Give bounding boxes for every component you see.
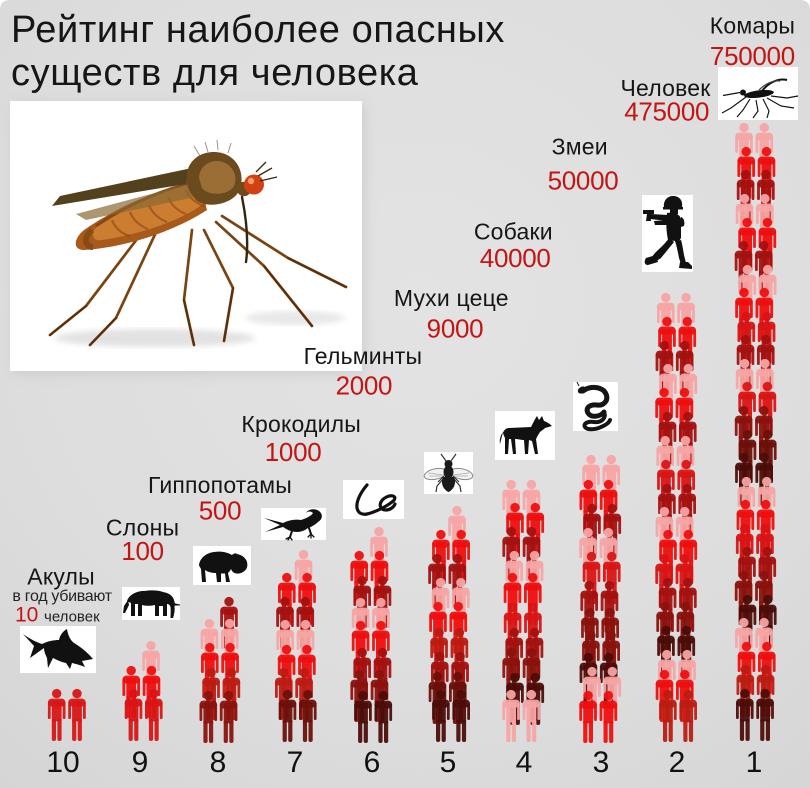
svg-text:10: 10 [46, 746, 79, 779]
svg-text:Крокодилы: Крокодилы [241, 411, 361, 437]
svg-text:100: 100 [121, 536, 163, 566]
svg-text:9000: 9000 [427, 313, 484, 343]
svg-text:Собаки: Собаки [474, 218, 553, 244]
svg-text:500: 500 [199, 496, 241, 526]
svg-text:5: 5 [440, 746, 457, 779]
svg-text:Гиппопотамы: Гиппопотамы [148, 472, 292, 498]
svg-text:4: 4 [516, 746, 533, 779]
svg-text:10: 10 [15, 604, 38, 627]
svg-text:1: 1 [746, 746, 763, 779]
svg-text:7: 7 [287, 746, 304, 779]
svg-text:8: 8 [210, 746, 227, 779]
svg-text:Акулы: Акулы [27, 564, 95, 590]
svg-text:2000: 2000 [336, 371, 393, 401]
svg-text:существ для человека: существ для человека [11, 52, 419, 94]
svg-text:Змеи: Змеи [552, 133, 608, 159]
svg-text:750000: 750000 [710, 41, 795, 71]
svg-text:50000: 50000 [548, 165, 619, 195]
svg-text:3: 3 [593, 746, 610, 779]
svg-text:человек: человек [44, 609, 100, 626]
svg-text:6: 6 [364, 746, 381, 779]
svg-text:Комары: Комары [710, 13, 795, 39]
svg-text:40000: 40000 [480, 243, 551, 273]
svg-text:2: 2 [669, 746, 686, 779]
svg-text:475000: 475000 [624, 97, 709, 127]
svg-text:Человек: Человек [620, 75, 711, 101]
svg-text:1000: 1000 [265, 437, 322, 467]
svg-text:Мухи цеце: Мухи цеце [394, 285, 509, 311]
svg-text:Гельминты: Гельминты [304, 343, 423, 369]
svg-text:в год убивают: в год убивают [12, 588, 112, 605]
svg-text:Рейтинг наиболее опасных: Рейтинг наиболее опасных [11, 9, 505, 51]
svg-text:9: 9 [132, 746, 149, 779]
svg-text:Слоны: Слоны [106, 515, 179, 541]
